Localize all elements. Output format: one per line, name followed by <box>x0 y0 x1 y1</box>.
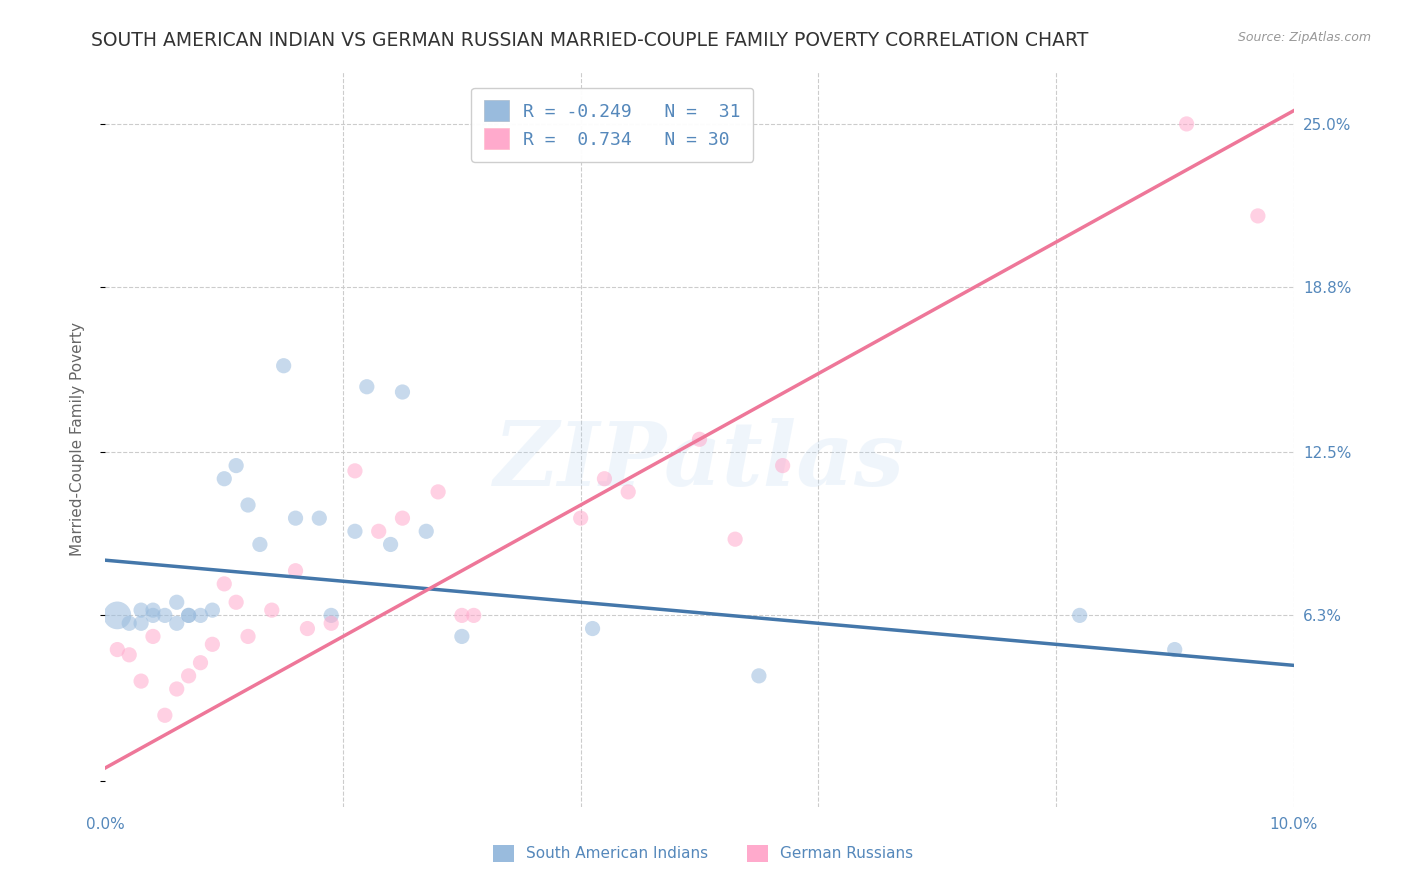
Point <box>569 511 592 525</box>
Point <box>284 511 307 525</box>
Point <box>1175 117 1198 131</box>
Point <box>166 595 188 609</box>
Point <box>153 608 176 623</box>
Point <box>772 458 794 473</box>
Point <box>129 616 152 631</box>
Point <box>748 669 770 683</box>
Point <box>166 681 188 696</box>
Point <box>129 674 152 689</box>
Text: Source: ZipAtlas.com: Source: ZipAtlas.com <box>1237 31 1371 45</box>
Point <box>284 564 307 578</box>
Point <box>260 603 283 617</box>
Point <box>142 603 165 617</box>
Point <box>225 458 247 473</box>
Point <box>142 629 165 643</box>
Point <box>129 603 152 617</box>
Point <box>308 511 330 525</box>
Point <box>214 472 236 486</box>
Point <box>356 380 378 394</box>
Point <box>190 608 212 623</box>
Point <box>343 524 366 539</box>
Point <box>166 616 188 631</box>
Text: SOUTH AMERICAN INDIAN VS GERMAN RUSSIAN MARRIED-COUPLE FAMILY POVERTY CORRELATIO: SOUTH AMERICAN INDIAN VS GERMAN RUSSIAN … <box>91 31 1088 50</box>
Point <box>105 608 128 623</box>
Point <box>201 637 224 651</box>
Point <box>118 616 141 631</box>
Point <box>177 608 200 623</box>
Point <box>689 433 711 447</box>
Point <box>415 524 437 539</box>
Point <box>367 524 389 539</box>
Point <box>236 498 259 512</box>
Point <box>391 384 413 399</box>
Point <box>321 608 343 623</box>
Point <box>1247 209 1270 223</box>
Point <box>153 708 176 723</box>
Legend: R = -0.249   N =  31, R =  0.734   N = 30: R = -0.249 N = 31, R = 0.734 N = 30 <box>471 87 754 162</box>
Point <box>177 608 200 623</box>
Point <box>581 622 603 636</box>
Legend: South American Indians, German Russians: South American Indians, German Russians <box>486 838 920 868</box>
Point <box>273 359 295 373</box>
Point <box>450 629 472 643</box>
Point <box>177 669 200 683</box>
Point <box>236 629 259 643</box>
Point <box>450 608 472 623</box>
Point <box>105 642 128 657</box>
Point <box>225 595 247 609</box>
Point <box>321 616 343 631</box>
Y-axis label: Married-Couple Family Poverty: Married-Couple Family Poverty <box>70 322 84 557</box>
Point <box>427 484 450 499</box>
Point <box>297 622 319 636</box>
Point <box>617 484 640 499</box>
Point <box>463 608 485 623</box>
Point <box>1164 642 1187 657</box>
Point <box>201 603 224 617</box>
Point <box>142 608 165 623</box>
Point <box>593 472 616 486</box>
Point <box>391 511 413 525</box>
Point <box>724 532 747 546</box>
Point <box>190 656 212 670</box>
Point <box>249 537 271 551</box>
Point <box>1069 608 1091 623</box>
Text: ZIPatlas: ZIPatlas <box>494 418 905 505</box>
Point <box>343 464 366 478</box>
Point <box>380 537 402 551</box>
Point <box>118 648 141 662</box>
Point <box>214 577 236 591</box>
